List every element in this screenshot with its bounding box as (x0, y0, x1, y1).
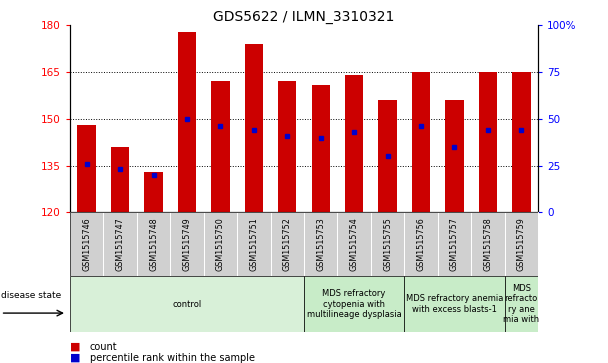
Bar (445, 100, 464, 212)
Text: GSM1515756: GSM1515756 (416, 217, 426, 271)
Bar (244, 44, 263, 212)
Bar (505, 212, 538, 276)
Bar (311, 85, 330, 212)
Bar (304, 212, 337, 276)
Bar (378, 100, 397, 212)
Text: GSM1515758: GSM1515758 (483, 217, 492, 271)
Text: GSM1515755: GSM1515755 (383, 217, 392, 271)
Bar (412, 72, 430, 212)
Bar (237, 212, 271, 276)
Text: MDS refractory
cytopenia with
multilineage dysplasia: MDS refractory cytopenia with multilinea… (307, 289, 401, 319)
Bar (103, 212, 137, 276)
Bar (404, 212, 438, 276)
Bar (178, 32, 196, 212)
Text: disease state: disease state (1, 291, 61, 300)
Bar (70, 276, 304, 332)
Bar (204, 212, 237, 276)
Text: GSM1515747: GSM1515747 (116, 217, 125, 271)
Bar (345, 75, 364, 212)
Text: GSM1515754: GSM1515754 (350, 217, 359, 271)
Bar (170, 212, 204, 276)
Text: GSM1515753: GSM1515753 (316, 217, 325, 271)
Text: ■: ■ (70, 352, 80, 363)
Text: GSM1515752: GSM1515752 (283, 217, 292, 271)
Bar (438, 212, 471, 276)
Text: GSM1515746: GSM1515746 (82, 217, 91, 271)
Bar (478, 72, 497, 212)
Bar (371, 212, 404, 276)
Text: GSM1515750: GSM1515750 (216, 217, 225, 271)
Text: GSM1515751: GSM1515751 (249, 217, 258, 271)
Title: GDS5622 / ILMN_3310321: GDS5622 / ILMN_3310321 (213, 11, 395, 24)
Bar (144, 172, 163, 212)
Bar (278, 81, 297, 212)
Bar (505, 276, 538, 332)
Bar (137, 212, 170, 276)
Text: GSM1515749: GSM1515749 (182, 217, 192, 271)
Bar (471, 212, 505, 276)
Bar (512, 72, 531, 212)
Bar (304, 276, 404, 332)
Text: GSM1515759: GSM1515759 (517, 217, 526, 271)
Bar (211, 81, 230, 212)
Bar (271, 212, 304, 276)
Bar (70, 212, 103, 276)
Bar (404, 276, 505, 332)
Bar (77, 125, 96, 212)
Text: MDS
refracto
ry ane
mia with: MDS refracto ry ane mia with (503, 284, 539, 324)
Bar (111, 147, 130, 212)
Text: ■: ■ (70, 342, 80, 352)
Text: percentile rank within the sample: percentile rank within the sample (90, 352, 255, 363)
Text: MDS refractory anemia
with excess blasts-1: MDS refractory anemia with excess blasts… (406, 294, 503, 314)
Text: control: control (172, 299, 202, 309)
Text: GSM1515748: GSM1515748 (149, 217, 158, 271)
Bar (337, 212, 371, 276)
Text: count: count (90, 342, 117, 352)
Text: GSM1515757: GSM1515757 (450, 217, 459, 271)
